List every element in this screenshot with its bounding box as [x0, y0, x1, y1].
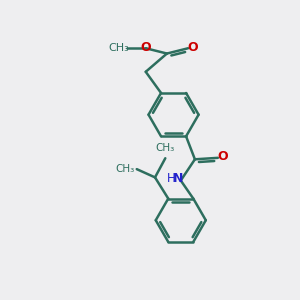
Text: H: H [167, 172, 176, 185]
Text: CH₃: CH₃ [115, 164, 134, 174]
Text: CH₃: CH₃ [109, 43, 130, 52]
Text: O: O [217, 150, 228, 163]
Text: CH₃: CH₃ [156, 143, 175, 153]
Text: N: N [172, 172, 183, 185]
Text: O: O [140, 41, 151, 54]
Text: O: O [187, 40, 198, 54]
